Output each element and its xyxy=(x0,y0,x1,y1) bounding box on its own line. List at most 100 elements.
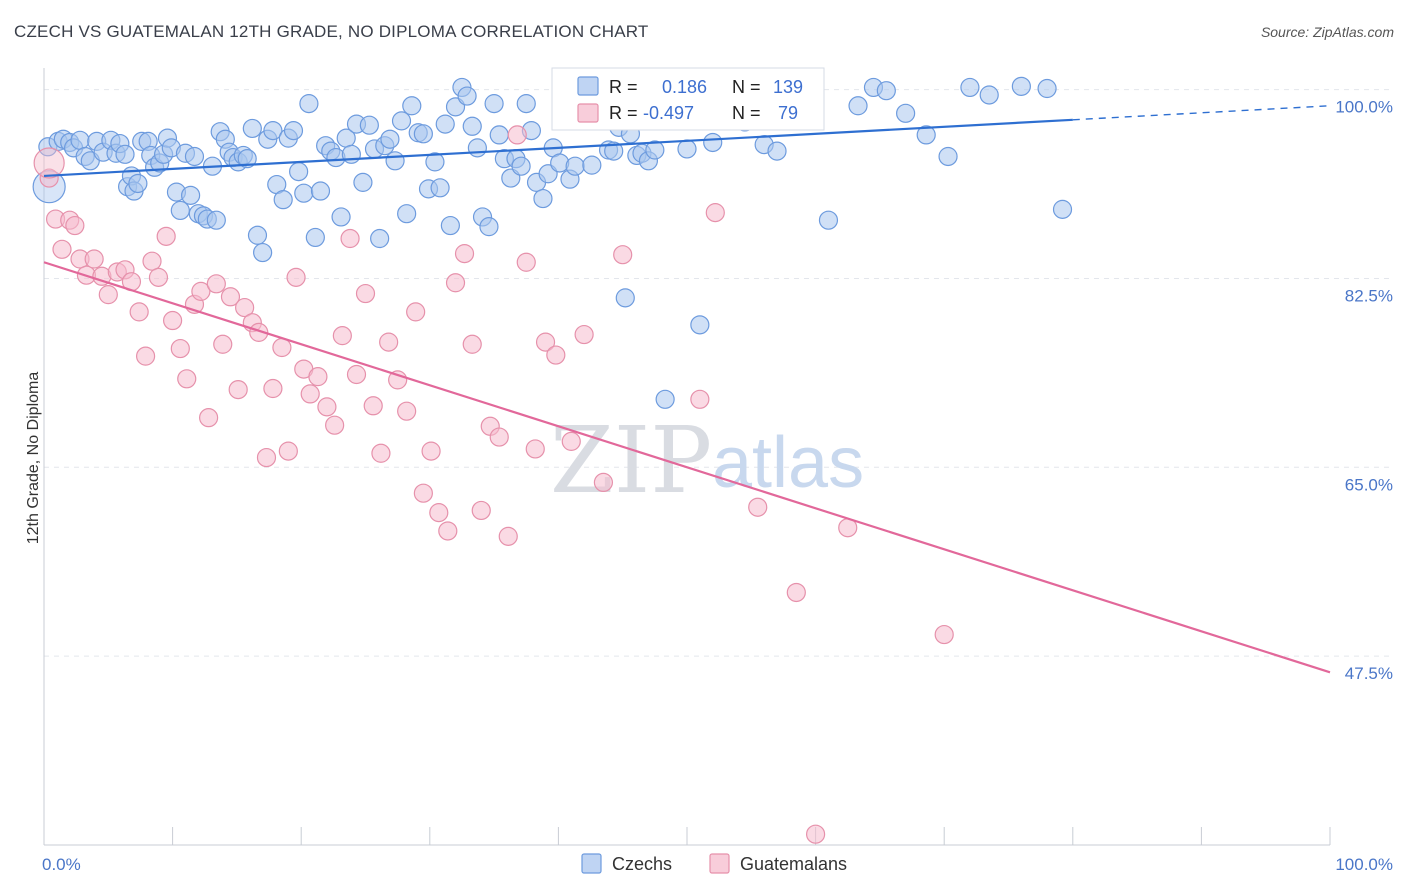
czech-point-49 xyxy=(273,190,293,210)
y-tick-label-0: 47.5% xyxy=(1345,664,1393,683)
guatemalan-point-68 xyxy=(574,324,594,345)
watermark-zip: ZIP xyxy=(550,407,712,514)
x-tick-labels: 0.0% 100.0% xyxy=(42,855,1393,874)
czech-point-64 xyxy=(353,172,373,192)
legend-swatch-czechs xyxy=(577,76,599,96)
guatemalan-point-37 xyxy=(300,384,320,404)
guatemalan-point-45 xyxy=(363,396,383,416)
czech-point-51 xyxy=(283,120,304,141)
guatemalan-point-19 xyxy=(170,338,190,359)
czech-point-133 xyxy=(916,125,936,145)
legend-n-label-guatemalans: N = xyxy=(732,103,761,123)
czech-point-135 xyxy=(960,77,980,98)
czech-point-45 xyxy=(253,242,273,263)
czech-point-106 xyxy=(582,155,602,175)
guatemalan-point-69 xyxy=(593,472,614,492)
guatemalan-point-38 xyxy=(308,367,328,387)
czech-point-134 xyxy=(938,146,958,167)
y-axis-label: 12th Grade, No Diploma xyxy=(25,372,42,545)
guatemalan-point-16 xyxy=(148,267,169,287)
bottom-legend-czechs: Czechs xyxy=(612,854,672,874)
czech-point-83 xyxy=(457,86,477,106)
guatemalan-point-23 xyxy=(199,408,219,428)
guatemalan-point-58 xyxy=(471,500,491,521)
czech-point-52 xyxy=(289,162,309,182)
guatemalan-point-46 xyxy=(371,443,391,463)
legend: R = 0.186 N = 139 R = -0.497 N = 79 xyxy=(551,67,825,131)
czech-point-132 xyxy=(896,103,916,123)
czech-point-112 xyxy=(615,288,635,308)
guatemalan-point-31 xyxy=(256,447,277,468)
guatemalan-point-57 xyxy=(462,334,482,354)
trend-lines xyxy=(43,105,1331,674)
y-tick-label-2: 82.5% xyxy=(1345,286,1393,305)
czech-point-65 xyxy=(359,115,379,135)
guatemalan-point-35 xyxy=(286,267,306,287)
guatemalan-point-22 xyxy=(191,281,211,301)
czech-point-44 xyxy=(247,225,268,245)
legend-r-value-czechs: 0.186 xyxy=(662,77,707,97)
czech-point-125 xyxy=(767,141,787,161)
czech-point-85 xyxy=(467,138,487,158)
czech-point-121 xyxy=(703,132,723,153)
guatemalan-point-56 xyxy=(454,244,475,264)
czech-point-13 xyxy=(115,144,135,164)
guatemalan-point-34 xyxy=(278,441,298,461)
guatemalan-point-76 xyxy=(805,824,826,844)
guatemalan-point-54 xyxy=(438,521,458,541)
czech-point-103 xyxy=(565,156,585,176)
guatemalan-point-49 xyxy=(397,401,417,421)
czech-point-59 xyxy=(326,147,346,168)
guatemalan-point-43 xyxy=(346,364,367,385)
guatemalan-point-50 xyxy=(406,302,426,322)
czech-point-131 xyxy=(876,81,896,101)
guatemalan-point-20 xyxy=(177,369,197,389)
guatemalan-point-63 xyxy=(516,252,536,272)
czech-point-120 xyxy=(690,315,710,335)
czech-point-62 xyxy=(341,144,361,164)
czech-point-110 xyxy=(604,141,624,161)
czech-point-77 xyxy=(425,152,445,172)
axes xyxy=(43,68,1331,846)
y-tick-labels: 47.5% 65.0% 82.5% 100.0% xyxy=(1335,98,1393,684)
guatemalan-point-70 xyxy=(613,245,633,265)
czech-point-137 xyxy=(1011,76,1031,96)
legend-n-label-czechs: N = xyxy=(732,77,761,97)
x-tick-label-1: 100.0% xyxy=(1335,855,1393,874)
czech-point-117 xyxy=(645,140,665,160)
czech-point-119 xyxy=(677,139,697,159)
guatemalan-point-25 xyxy=(213,334,233,354)
czech-point-29 xyxy=(181,185,201,205)
bottom-legend-swatch-guatemalans xyxy=(709,853,730,874)
czech-point-30 xyxy=(184,146,205,167)
guatemalan-point-2 xyxy=(52,239,72,259)
guatemalan-point-28 xyxy=(235,297,255,318)
guatemalan-point-61 xyxy=(498,526,518,546)
source-credit: Source: ZipAtlas.com xyxy=(1260,24,1394,40)
y-tick-label-3: 100.0% xyxy=(1335,98,1393,117)
guatemalan-cluster-point xyxy=(33,147,65,179)
guatemalan-point-15 xyxy=(142,251,162,271)
guatemalan-point-64 xyxy=(525,439,545,459)
czech-trend-extension xyxy=(1072,105,1331,121)
guatemalan-point-74 xyxy=(748,497,768,517)
guatemalan-point-51 xyxy=(413,483,433,503)
czech-point-89 xyxy=(489,125,509,145)
guatemalan-point-9 xyxy=(98,285,118,305)
legend-r-value-guatemalans: -0.497 xyxy=(643,103,694,123)
chart-title: CZECH VS GUATEMALAN 12TH GRADE, NO DIPLO… xyxy=(14,22,649,41)
legend-n-value-czechs: 139 xyxy=(773,77,803,97)
legend-n-value-guatemalans: 79 xyxy=(778,103,798,123)
guatemalan-point-24 xyxy=(206,274,226,294)
czech-point-54 xyxy=(299,94,319,114)
czech-point-94 xyxy=(516,94,536,114)
czech-point-72 xyxy=(397,204,417,224)
guatemalan-point-4 xyxy=(65,215,85,236)
czech-point-129 xyxy=(848,96,868,116)
czech-point-79 xyxy=(435,114,455,134)
czech-point-136 xyxy=(979,85,999,105)
czech-point-84 xyxy=(462,116,482,136)
czech-point-128 xyxy=(818,210,839,230)
guatemalan-point-7 xyxy=(84,249,104,269)
legend-r-label-guatemalans: R = xyxy=(609,103,638,123)
